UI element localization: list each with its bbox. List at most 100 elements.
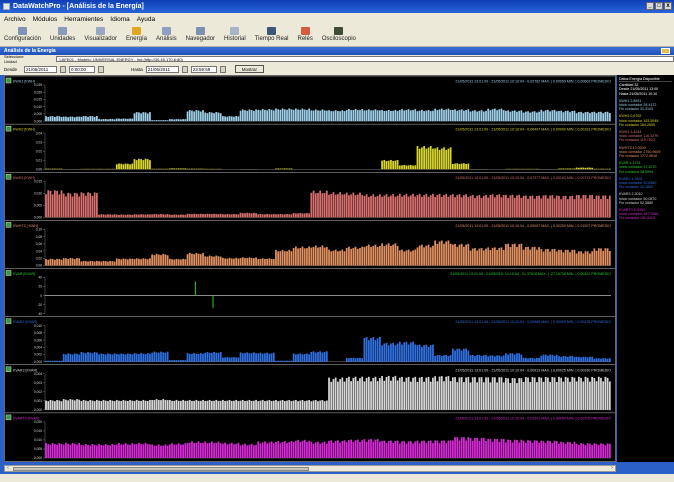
bar: [507, 198, 509, 218]
bar: [138, 112, 140, 122]
hasta-time-field[interactable]: 23:59:59: [190, 65, 217, 73]
bar: [191, 441, 193, 458]
bar: [297, 401, 299, 410]
menu-archivo[interactable]: Archivo: [4, 15, 26, 23]
unit-select[interactable]: LAFE01 - Modelo: UNIVERSAL ENERGY - Ind.…: [56, 56, 674, 62]
bar: [272, 443, 275, 458]
toolbar-button-osciloscopio[interactable]: Osciloscopio: [322, 25, 356, 42]
bar: [195, 252, 198, 266]
y-tick-label: 0,02: [36, 256, 42, 260]
hasta-date-dropdown[interactable]: [181, 65, 188, 73]
bar: [118, 354, 120, 362]
toolbar-button-historial[interactable]: Historial: [224, 25, 246, 42]
menu-ayuda[interactable]: Ayuda: [136, 15, 156, 23]
bar: [440, 240, 443, 266]
toolbar-button-análisis[interactable]: Análisis: [156, 25, 177, 42]
bar: [571, 111, 574, 122]
menu-modulos[interactable]: Módulos: [32, 15, 58, 23]
bar: [467, 350, 470, 362]
scroll-thumb[interactable]: [13, 467, 309, 471]
bar: [498, 355, 501, 362]
bar: [308, 399, 311, 410]
flag-icon[interactable]: [661, 48, 670, 54]
bar: [524, 247, 527, 266]
bar: [580, 111, 582, 122]
bar: [109, 118, 112, 122]
bar: [595, 443, 598, 458]
bar: [379, 194, 381, 218]
bar: [359, 442, 361, 458]
chart-stats: 21/05/2011 13:01:09 - 21/05/2011 10:10:0…: [455, 176, 611, 180]
bar: [434, 440, 437, 458]
scroll-right-icon[interactable]: ›: [611, 465, 613, 471]
bar: [235, 214, 238, 218]
toolbar-button-navegador[interactable]: Navegador: [186, 25, 215, 42]
bar: [65, 399, 67, 410]
bar: [91, 116, 94, 122]
y-tick-label: 0,002: [34, 353, 42, 357]
bar: [138, 214, 140, 218]
toolbar-button-visualizador[interactable]: Visualizador: [84, 25, 117, 42]
bar: [233, 400, 235, 410]
bar: [544, 249, 547, 266]
bar: [460, 377, 463, 410]
mostrar-button[interactable]: Mostrar: [234, 65, 265, 73]
maximize-button[interactable]: □: [655, 2, 663, 10]
bar: [266, 110, 269, 122]
bar: [206, 351, 209, 362]
bar: [520, 110, 523, 122]
bar: [376, 338, 379, 362]
desde-time-spinner[interactable]: [98, 65, 105, 73]
bar: [423, 247, 425, 266]
bar: [432, 245, 434, 266]
bar: [518, 378, 521, 410]
side-line: Fin contador 164,2650: [619, 122, 655, 127]
desde-time-field[interactable]: 0:00:00: [69, 65, 96, 73]
bar: [449, 109, 452, 122]
toolbar-button-tiempo-real[interactable]: Tiempo Real: [255, 25, 289, 42]
close-button[interactable]: x: [664, 2, 672, 10]
toolbar-button-energía[interactable]: Energía: [126, 25, 147, 42]
bar: [597, 376, 600, 410]
bar: [597, 111, 600, 122]
hasta-time-spinner[interactable]: [219, 65, 226, 73]
bar: [56, 444, 58, 458]
bar: [126, 163, 129, 170]
bar: [367, 340, 370, 362]
bar: [416, 440, 419, 458]
bar: [230, 442, 233, 458]
bar: [279, 214, 282, 218]
bar: [69, 444, 72, 458]
bar: [602, 358, 605, 362]
bar: [224, 116, 226, 122]
desde-date-field[interactable]: 21/05/2011: [24, 65, 58, 73]
bar: [317, 247, 319, 266]
menu-idioma[interactable]: Idioma: [110, 15, 130, 23]
bar: [405, 443, 408, 458]
bar: [122, 214, 125, 218]
desde-date-dropdown[interactable]: [60, 65, 67, 73]
bar: [443, 243, 445, 266]
bar: [180, 214, 182, 218]
bar: [443, 381, 445, 410]
horizontal-scrollbar[interactable]: ‹ ›: [4, 465, 616, 472]
scroll-left-icon[interactable]: ‹: [7, 465, 9, 471]
hasta-date-field[interactable]: 21/05/2011: [145, 65, 179, 73]
bar: [372, 110, 375, 122]
bar: [356, 381, 359, 410]
toolbar-button-unidades[interactable]: Unidades: [50, 25, 75, 42]
bar: [531, 195, 534, 218]
bar: [465, 110, 467, 122]
bar: [248, 213, 251, 218]
toolbar-button-configuración[interactable]: Configuración: [4, 25, 41, 42]
bar: [204, 441, 207, 458]
menu-herramientas[interactable]: Herramientes: [64, 15, 104, 23]
bar: [496, 249, 498, 266]
bar: [367, 439, 370, 458]
bar: [498, 441, 501, 458]
bar: [58, 168, 61, 170]
side-line: Inicio contador 37,4270: [619, 165, 657, 170]
minimize-button[interactable]: _: [646, 2, 654, 10]
toolbar-button-relés[interactable]: Relés: [298, 25, 313, 42]
bar: [111, 354, 114, 362]
